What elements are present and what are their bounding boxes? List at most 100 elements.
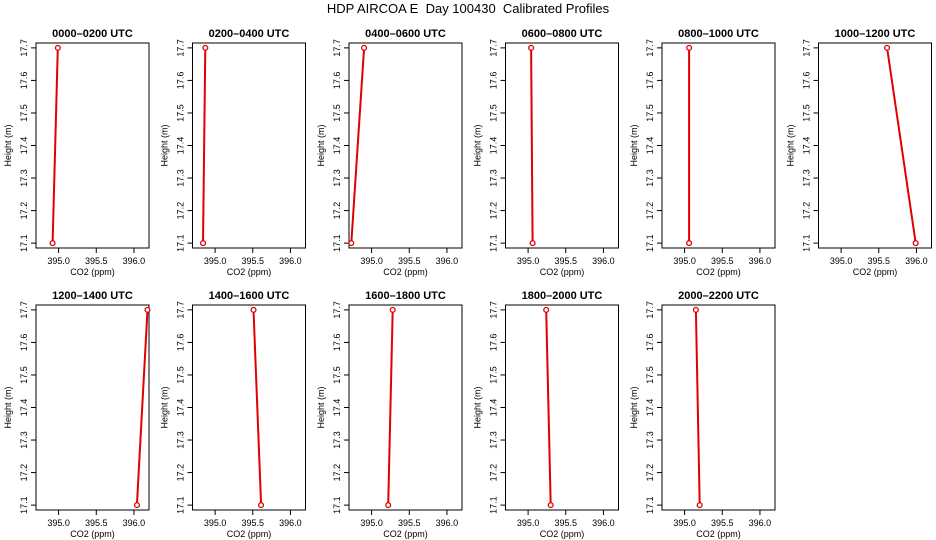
- profile-line: [886, 47, 917, 244]
- x-axis-label: CO2 (ppm): [853, 267, 898, 277]
- y-tick-label: 17.5: [176, 366, 186, 384]
- x-tick-label: 395.5: [555, 518, 578, 528]
- profile-panel: 0400–0600 UTC 395.0 395.5 396.0 17.1 17.2 17.3…: [316, 28, 463, 277]
- x-tick-label: 395.0: [360, 518, 383, 528]
- y-tick-label: 17.6: [802, 72, 812, 90]
- x-tick-label: 396.0: [749, 518, 772, 528]
- y-tick-label: 17.1: [645, 234, 655, 252]
- panel-title: 1400–1600 UTC: [209, 290, 290, 302]
- profile-point: [686, 44, 693, 51]
- y-tick-label: 17.6: [489, 72, 499, 90]
- panel-frame: [348, 304, 463, 511]
- y-tick-label: 17.3: [802, 169, 812, 187]
- y-tick-label: 17.7: [19, 39, 29, 57]
- panel-title: 0800–1000 UTC: [678, 28, 759, 40]
- y-tick-label: 17.1: [176, 234, 186, 252]
- x-axis-label: CO2 (ppm): [70, 267, 115, 277]
- profile-point: [547, 502, 554, 509]
- y-tick-label: 17.5: [332, 366, 342, 384]
- x-tick-label: 395.5: [398, 518, 421, 528]
- y-tick-label: 17.2: [176, 464, 186, 482]
- profile-point: [884, 44, 891, 51]
- profile-line: [252, 309, 263, 506]
- y-tick-label: 17.1: [802, 234, 812, 252]
- panel-frame: [661, 42, 776, 249]
- y-tick-label: 17.4: [176, 399, 186, 417]
- y-axis-label: Height (m): [473, 124, 483, 166]
- y-tick-label: 17.7: [489, 301, 499, 319]
- y-tick-label: 17.1: [176, 496, 186, 514]
- y-tick-label: 17.2: [19, 202, 29, 220]
- y-tick-label: 17.1: [332, 496, 342, 514]
- panel-frame: [192, 304, 306, 511]
- y-tick-label: 17.3: [489, 169, 499, 187]
- y-tick-label: 17.1: [645, 496, 655, 514]
- x-tick-label: 395.5: [711, 256, 734, 266]
- panel-frame: [818, 42, 932, 249]
- profile-point: [686, 240, 693, 247]
- profile-point: [49, 240, 56, 247]
- panel-frame: [661, 304, 776, 511]
- profile-panel: 1600–1800 UTC 395.0 395.5 396.0 17.1 17.2 17.3…: [316, 290, 463, 539]
- panel-title: 0200–0400 UTC: [209, 28, 290, 40]
- y-tick-label: 17.6: [176, 334, 186, 352]
- y-tick-label: 17.7: [645, 301, 655, 319]
- profile-point: [529, 240, 536, 247]
- y-tick-label: 17.2: [332, 202, 342, 220]
- panel-frame: [505, 42, 619, 249]
- y-tick-label: 17.2: [645, 202, 655, 220]
- x-tick-label: 396.0: [749, 256, 772, 266]
- y-tick-label: 17.6: [645, 334, 655, 352]
- x-axis-label: CO2 (ppm): [383, 267, 428, 277]
- y-tick-label: 17.6: [489, 334, 499, 352]
- panel-title: 2000–2200 UTC: [678, 290, 759, 302]
- y-tick-label: 17.1: [19, 496, 29, 514]
- y-tick-label: 17.2: [645, 464, 655, 482]
- y-axis-label: Height (m): [786, 124, 796, 166]
- y-tick-label: 17.4: [332, 399, 342, 417]
- y-axis-label: Height (m): [160, 124, 170, 166]
- y-axis-label: Height (m): [629, 386, 639, 428]
- y-tick-label: 17.6: [332, 72, 342, 90]
- y-tick-label: 17.5: [645, 366, 655, 384]
- panel-frame: [348, 42, 463, 249]
- panel-title: 1200–1400 UTC: [52, 290, 133, 302]
- y-tick-label: 17.4: [332, 137, 342, 155]
- panel-title: 1000–1200 UTC: [835, 28, 916, 40]
- y-tick-label: 17.1: [19, 234, 29, 252]
- y-tick-label: 17.2: [802, 202, 812, 220]
- y-tick-label: 17.3: [489, 431, 499, 449]
- profile-panel: 0200–0400 UTC 395.0 395.5 396.0 17.1 17.2 17.3…: [160, 28, 306, 277]
- y-tick-label: 17.7: [176, 39, 186, 57]
- x-tick-label: 396.0: [436, 518, 459, 528]
- x-tick-label: 395.0: [830, 256, 853, 266]
- panel-title: 1600–1800 UTC: [365, 290, 446, 302]
- profile-point: [348, 240, 355, 247]
- panel-title: 0400–0600 UTC: [365, 28, 446, 40]
- y-tick-label: 17.3: [176, 431, 186, 449]
- y-tick-label: 17.3: [332, 169, 342, 187]
- y-axis-label: Height (m): [473, 386, 483, 428]
- y-tick-label: 17.6: [19, 334, 29, 352]
- profile-line: [350, 47, 366, 244]
- x-tick-label: 395.0: [517, 256, 540, 266]
- x-tick-label: 395.0: [360, 256, 383, 266]
- profile-panel: 2000–2200 UTC 395.0 395.5 396.0 17.1 17.2 17.3…: [629, 290, 776, 539]
- y-tick-label: 17.7: [645, 39, 655, 57]
- x-axis-label: CO2 (ppm): [383, 529, 428, 539]
- profile-point: [54, 44, 61, 51]
- y-tick-label: 17.2: [19, 464, 29, 482]
- y-tick-label: 17.5: [489, 104, 499, 122]
- y-tick-label: 17.3: [332, 431, 342, 449]
- x-axis-label: CO2 (ppm): [227, 267, 272, 277]
- y-axis-label: Height (m): [629, 124, 639, 166]
- profile-point: [696, 502, 703, 509]
- y-tick-label: 17.3: [645, 169, 655, 187]
- profile-line: [135, 309, 149, 506]
- y-axis-label: Height (m): [3, 386, 13, 428]
- y-tick-label: 17.3: [19, 169, 29, 187]
- x-tick-label: 395.5: [242, 256, 265, 266]
- y-tick-label: 17.5: [645, 104, 655, 122]
- x-tick-label: 395.0: [204, 518, 227, 528]
- profile-point: [912, 240, 919, 247]
